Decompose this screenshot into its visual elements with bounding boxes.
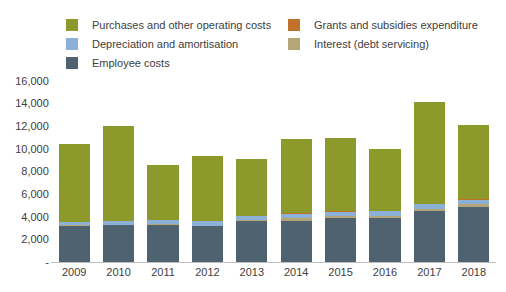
- svg-text:Depreciation and amortisation: Depreciation and amortisation: [92, 38, 238, 50]
- svg-text:12,000: 12,000: [15, 120, 49, 132]
- svg-text:Purchases and other operating: Purchases and other operating costs: [92, 19, 272, 31]
- svg-text:16,000: 16,000: [15, 75, 49, 87]
- svg-text:2011: 2011: [151, 266, 175, 278]
- svg-text:-: -: [45, 256, 49, 268]
- svg-text:2014: 2014: [284, 266, 308, 278]
- svg-text:6,000: 6,000: [21, 188, 49, 200]
- svg-text:2,000: 2,000: [21, 233, 49, 245]
- svg-text:2016: 2016: [373, 266, 397, 278]
- svg-text:2012: 2012: [195, 266, 219, 278]
- svg-text:14,000: 14,000: [15, 97, 49, 109]
- svg-text:2017: 2017: [417, 266, 441, 278]
- svg-text:2010: 2010: [106, 266, 130, 278]
- svg-text:Grants and subsidies expenditu: Grants and subsidies expenditure: [314, 19, 478, 31]
- svg-text:2015: 2015: [328, 266, 352, 278]
- svg-text:2018: 2018: [462, 266, 486, 278]
- svg-text:4,000: 4,000: [21, 211, 49, 223]
- svg-text:2009: 2009: [62, 266, 86, 278]
- svg-text:2013: 2013: [240, 266, 264, 278]
- svg-text:8,000: 8,000: [21, 165, 49, 177]
- svg-text:Interest (debt servicing): Interest (debt servicing): [314, 38, 429, 50]
- svg-text:Employee costs: Employee costs: [92, 57, 170, 69]
- svg-text:10,000: 10,000: [15, 143, 49, 155]
